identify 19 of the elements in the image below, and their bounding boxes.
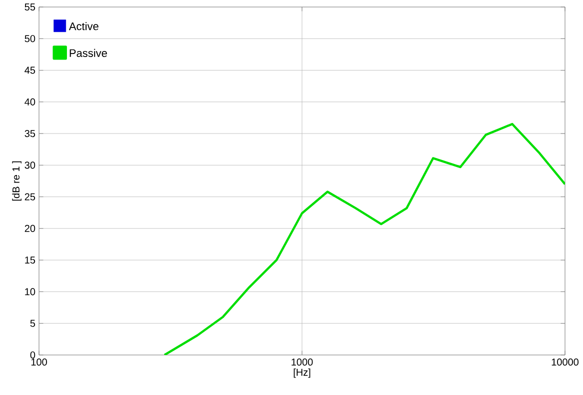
legend-label: Passive — [70, 48, 107, 58]
y-tick-label: 35 — [24, 130, 36, 138]
y-tick-label: 10 — [25, 288, 36, 296]
y-tick-label: 25 — [24, 193, 36, 200]
x-tick-label: 1000 — [292, 358, 313, 366]
x-tick-label: 100 — [31, 358, 47, 366]
y-axis-title: [dB re 1 ] — [12, 161, 22, 201]
y-tick-label: 50 — [24, 35, 36, 42]
x-tick-label: 10000 — [552, 358, 579, 366]
x-axis-title: [Hz] — [294, 368, 310, 378]
legend-label: Active — [68, 22, 98, 30]
y-tick-label: 15 — [25, 256, 36, 264]
y-tick-label: 30 — [24, 162, 36, 169]
y-tick-label: 0 — [30, 351, 36, 359]
y-tick-label: 55 — [24, 4, 36, 10]
y-tick-label: 5 — [30, 320, 36, 327]
y-tick-label: 45 — [24, 66, 36, 74]
y-tick-label: 20 — [24, 224, 36, 232]
y-tick-label: 40 — [24, 98, 36, 106]
